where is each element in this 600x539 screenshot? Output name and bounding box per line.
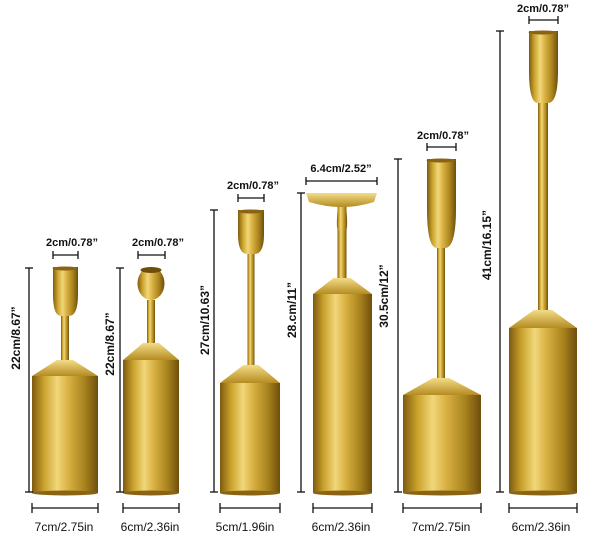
holder-2-height-label: 22cm/8.67” [103, 312, 117, 376]
holder-1-height-label: 22cm/8.67” [9, 306, 23, 370]
holder-1-base [32, 376, 98, 493]
holder-2-base-bottom [123, 490, 179, 496]
holder-3-stem [247, 254, 255, 365]
holder-3-shoulder [220, 365, 280, 383]
holder-5-shoulder [403, 378, 481, 395]
holder-3-top-width-label: 2cm/0.78” [227, 180, 279, 192]
holder-2-base-width-label: 6cm/2.36in [120, 520, 180, 534]
holder-1-base-bottom [32, 490, 98, 496]
holder-5-height-label: 30.5cm/12” [377, 264, 391, 328]
holder-2-base [123, 360, 179, 493]
holder-2-cup-opening [140, 267, 162, 273]
holder-3-cup [238, 210, 264, 254]
holder-1 [32, 266, 98, 496]
holder-6-shoulder [509, 310, 577, 328]
holder-2 [123, 267, 179, 496]
holder-6-base [509, 328, 577, 493]
holder-6-stem [538, 103, 548, 310]
holder-2-stem [147, 300, 155, 343]
holder-4-height-label: 28.cm/11” [285, 281, 299, 339]
holder-4-plate [306, 193, 377, 207]
holder-5-base [403, 395, 481, 493]
holder-5-dimension-lines [394, 143, 482, 513]
holder-3-base-bottom [220, 490, 280, 496]
holder-1-top-width-label: 2cm/0.78” [46, 237, 98, 249]
holder-6-dimension-lines [496, 16, 578, 513]
holder-4-plate-neck [336, 206, 348, 230]
holder-6-height-label: 41cm/16.15” [480, 209, 494, 281]
holder-6-base-width-label: 6cm/2.36in [511, 520, 571, 534]
holder-4-top-width-label: 6.4cm/2.52” [310, 163, 372, 175]
holder-5-top-width-label: 2cm/0.78” [417, 130, 469, 142]
holder-3 [220, 209, 280, 496]
holder-5-stem [437, 248, 445, 378]
holder-2-cup [137, 267, 165, 300]
holder-2-dimension-lines [116, 251, 180, 513]
holder-4-dimension-lines [297, 177, 378, 513]
holder-4-base-width-label: 6cm/2.36in [311, 520, 371, 534]
holder-1-cup [53, 267, 78, 316]
holder-1-dimension-lines [25, 251, 99, 513]
holder-4-base-bottom [313, 490, 372, 496]
holder-4-stem [337, 202, 347, 278]
holder-5 [403, 158, 481, 496]
holder-3-base-width-label: 5cm/1.96in [215, 520, 275, 534]
holder-1-cup-rim [52, 266, 78, 271]
holder-5-base-bottom [403, 490, 481, 496]
holder-3-height-label: 27cm/10.63” [198, 284, 212, 356]
holder-1-stem [61, 316, 69, 360]
holder-6-cup [529, 31, 558, 103]
holder-5-base-width-label: 7cm/2.75in [411, 520, 471, 534]
holder-6-base-bottom [509, 490, 577, 496]
holder-4-shoulder [313, 278, 372, 294]
holder-3-dimension-lines [210, 194, 281, 513]
holder-6-top-width-label: 2cm/0.78” [517, 3, 569, 15]
holder-1-base-width-label: 7cm/2.75in [34, 520, 94, 534]
holder-6 [509, 30, 577, 496]
holder-2-shoulder [123, 343, 179, 360]
holder-4-base [313, 294, 372, 493]
holder-5-cup-rim [426, 158, 456, 163]
holder-1-shoulder [32, 360, 98, 376]
holder-3-base [220, 383, 280, 493]
holder-3-cup-rim [238, 209, 264, 214]
holder-6-cup-rim [528, 30, 558, 35]
holder-2-top-width-label: 2cm/0.78” [132, 237, 184, 249]
holder-4 [306, 193, 377, 496]
holder-5-cup [427, 159, 456, 248]
